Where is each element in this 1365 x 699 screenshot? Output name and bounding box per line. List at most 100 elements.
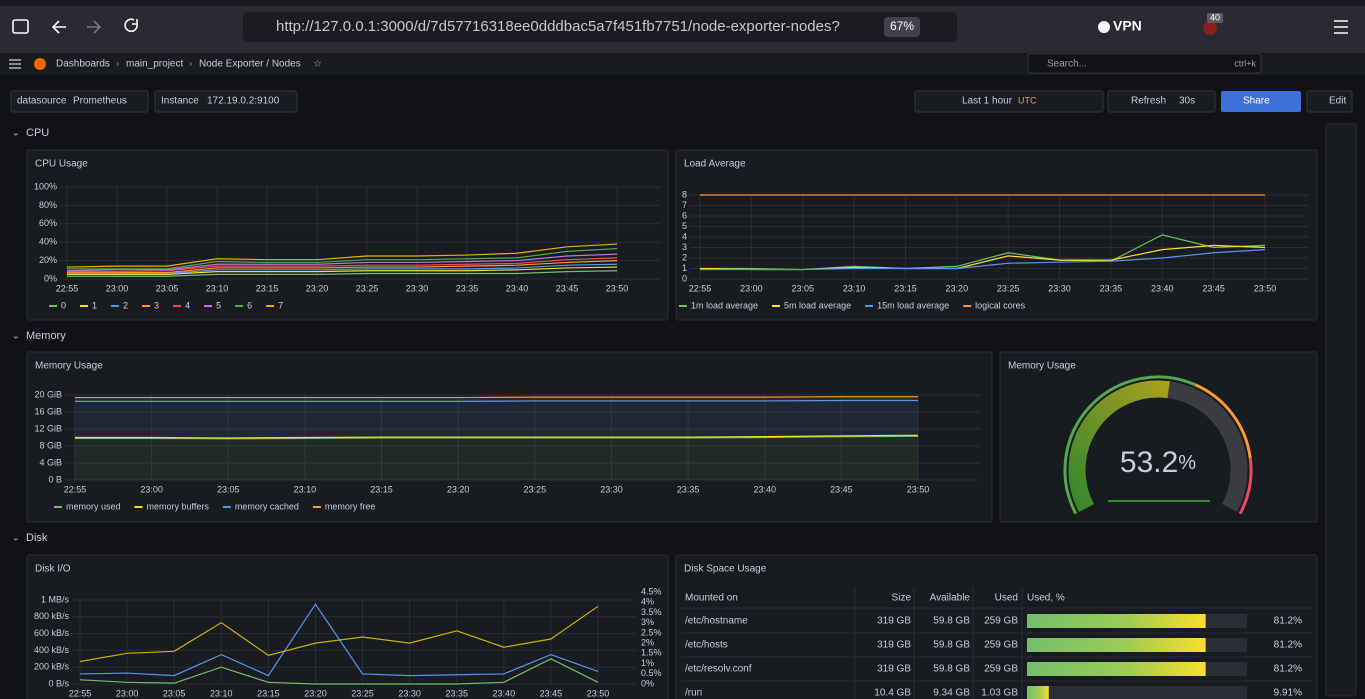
y-tick-label: 16 GiB [34, 406, 62, 416]
column-header: Size [892, 593, 912, 604]
variable-label: datasource [17, 96, 67, 107]
refresh: Refresh [1131, 96, 1166, 107]
vpn-icon [1098, 21, 1110, 33]
cell: 59.8 GB [933, 640, 970, 651]
y-tick-label: 600 kB/s [34, 628, 70, 638]
zoom: 67% [890, 19, 914, 33]
legend-label: 5 [216, 300, 221, 310]
sidebar-button[interactable] [12, 19, 29, 34]
usage-bar [1027, 662, 1206, 676]
series-line [67, 260, 618, 274]
y-tick-label: 12 GiB [34, 423, 62, 433]
y-tick-label: 100% [34, 181, 57, 191]
y-tick-label: 5 [682, 221, 687, 231]
series-line [75, 396, 918, 399]
usage-bar [1027, 614, 1206, 628]
x-tick-label: 23:50 [606, 283, 629, 293]
star[interactable]: ☆ [313, 59, 322, 70]
grafana-logo[interactable] [34, 58, 46, 70]
url-bar[interactable] [243, 12, 957, 42]
x-tick-label: 23:05 [217, 484, 240, 494]
x-tick-label: 23:30 [398, 688, 421, 698]
share-button[interactable] [1221, 91, 1301, 112]
vpn[interactable]: VPN [1113, 18, 1142, 34]
crumb[interactable]: main_project [126, 59, 183, 70]
crumb-sep: › [116, 59, 119, 70]
series-line [66, 253, 618, 272]
row-title: Disk [26, 532, 48, 544]
gauge-threshold [1194, 383, 1252, 459]
cell: 59.8 GB [933, 616, 970, 627]
refresh-picker[interactable] [1107, 90, 1216, 113]
x-tick-label: 23:35 [677, 484, 700, 494]
x-tick-label: 23:40 [753, 484, 776, 494]
x-tick-label: 23:20 [304, 688, 327, 698]
x-tick-label: 23:05 [156, 283, 179, 293]
url: http://127.0.0.1:3000/d/7d57716318ee0ddd… [276, 18, 840, 35]
x-tick-label: 23:15 [894, 283, 917, 293]
legend-swatch [963, 305, 972, 307]
x-tick-label: 23:50 [907, 484, 930, 494]
reload-button[interactable] [124, 18, 138, 33]
x-tick-label: 22:55 [69, 688, 92, 698]
series-line [67, 266, 618, 275]
legend-swatch [865, 305, 874, 307]
y2-tick-label: 3.5% [641, 607, 662, 617]
series-line [79, 605, 599, 663]
x-tick-label: 23:45 [556, 283, 579, 293]
series-line [75, 435, 919, 440]
legend-label: 5m load average [784, 300, 851, 310]
interval: 30s [1179, 96, 1195, 107]
row-title: CPU [26, 127, 49, 139]
y-tick-label: 0 B [48, 474, 62, 484]
panel-title: Disk Space Usage [684, 564, 767, 575]
x-tick-label: 23:25 [524, 484, 547, 494]
menu-button[interactable] [1334, 20, 1348, 34]
y-tick-label: 40% [39, 237, 57, 247]
y2-tick-label: 4.5% [641, 586, 662, 596]
x-tick-label: 23:40 [1151, 283, 1174, 293]
crumb[interactable]: Dashboards [56, 59, 110, 70]
zoom-badge[interactable] [884, 17, 920, 37]
y-tick-label: 0 B/s [48, 678, 69, 688]
legend-swatch [204, 305, 213, 307]
row-chevron: ⌄ [12, 532, 20, 542]
usage-bar [1027, 686, 1049, 699]
legend-label: 0 [61, 300, 66, 310]
cell: 81.2% [1274, 664, 1302, 675]
y-tick-label: 400 kB/s [34, 645, 70, 655]
x-tick-label: 23:25 [356, 283, 379, 293]
y2-tick-label: 2.5% [641, 627, 662, 637]
x-tick-label: 23:10 [843, 283, 866, 293]
bar-bg [1027, 686, 1247, 699]
extension-icon[interactable] [1203, 21, 1217, 35]
edit-button[interactable] [1306, 90, 1353, 113]
legend-swatch [134, 506, 143, 508]
crumb[interactable]: Node Exporter / Nodes [199, 59, 301, 70]
y-tick-label: 0% [44, 273, 57, 283]
y-tick-label: 200 kB/s [34, 662, 70, 672]
y-tick-label: 0 [682, 273, 687, 283]
x-tick-label: 23:15 [370, 484, 393, 494]
cell: /etc/resolv.conf [685, 664, 752, 675]
x-tick-label: 23:00 [140, 484, 163, 494]
cell: 319 GB [877, 664, 911, 675]
variable[interactable] [154, 90, 298, 113]
legend-label: 2 [123, 300, 128, 310]
back-button[interactable] [51, 20, 66, 34]
cell: /run [685, 688, 702, 699]
menu-toggle[interactable] [9, 59, 21, 69]
cell: 81.2% [1274, 616, 1302, 627]
forward-button[interactable] [87, 20, 102, 34]
gauge-label: 53.2% [1120, 446, 1196, 479]
legend-label: 4 [185, 300, 190, 310]
legend-label: 3 [154, 300, 159, 310]
timezone: UTC [1018, 95, 1037, 105]
time-picker[interactable] [914, 90, 1104, 113]
x-tick-label: 23:45 [830, 484, 853, 494]
search-box[interactable] [1027, 53, 1262, 74]
variable[interactable] [10, 90, 149, 113]
gauge-spark [1108, 500, 1210, 502]
legend-label: logical cores [975, 300, 1026, 310]
